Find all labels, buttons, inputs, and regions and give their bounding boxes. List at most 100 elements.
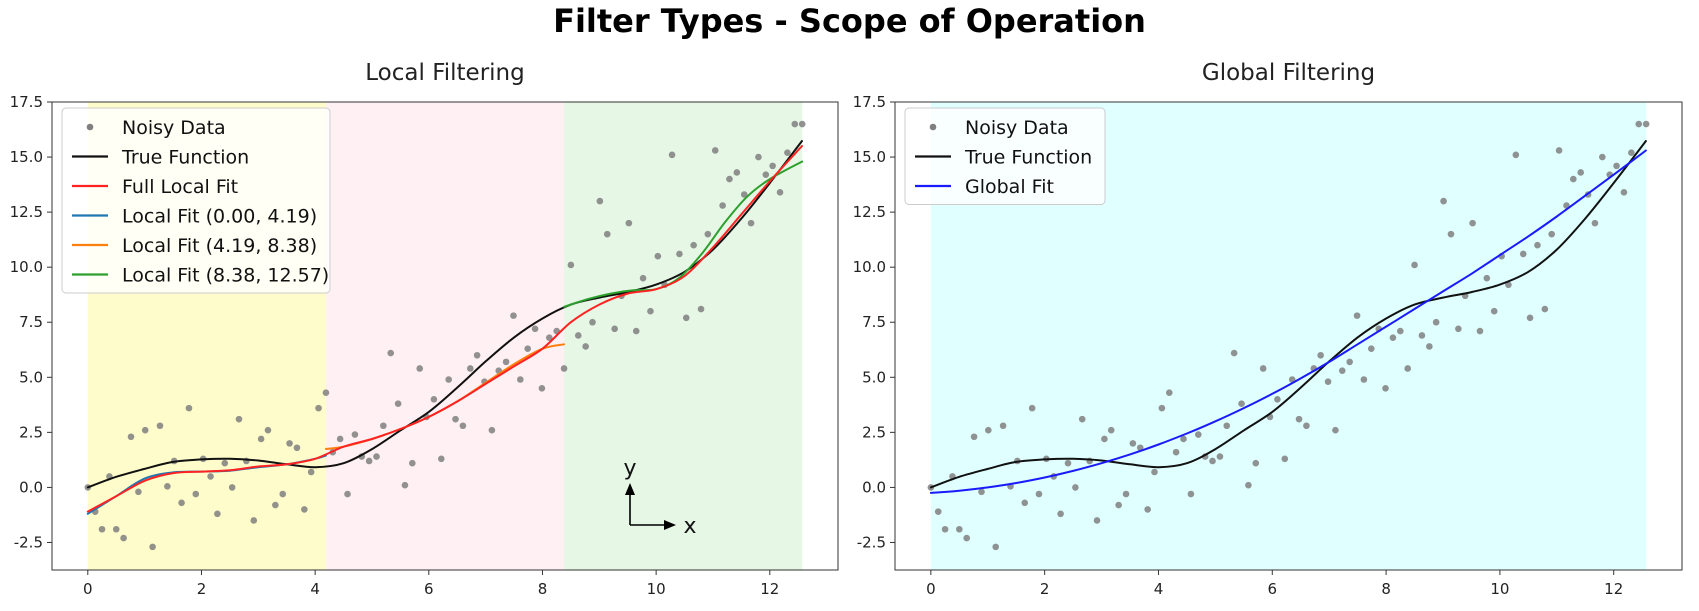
noisy-point [1440, 197, 1447, 205]
panel-global: 0 2 4 6 8 10 12 -2.5 0.0 2.5 5.0 7.5 10.0 12.5 15.0 17.… [853, 60, 1683, 598]
noisy-point [1151, 468, 1158, 476]
noisy-point [524, 345, 531, 352]
noisy-point [112, 525, 120, 533]
x-tick-label: 2 [1040, 580, 1050, 598]
noisy-point [250, 517, 258, 524]
x-tick-label: 4 [310, 580, 320, 598]
noisy-point [567, 261, 575, 269]
region-band [325, 102, 565, 570]
noisy-point [315, 404, 322, 412]
noisy-point [1295, 415, 1303, 423]
y-tick-label: 2.5 [19, 423, 43, 441]
noisy-point [697, 305, 705, 313]
series-lines [929, 140, 1647, 494]
noisy-point [1122, 490, 1130, 498]
legend-label: Local Fit (8.38, 12.57) [122, 265, 329, 287]
noisy-point [755, 153, 762, 161]
noisy-point [373, 453, 380, 460]
noisy-point [1613, 162, 1620, 170]
noisy-point [394, 400, 402, 408]
noisy-point [272, 501, 279, 509]
noisy-point [1591, 219, 1599, 227]
noisy-point [430, 396, 438, 403]
noisy-point [1620, 188, 1628, 196]
legend-label: Local Fit (4.19, 8.38) [122, 235, 317, 257]
noisy-point [531, 325, 539, 333]
noisy-point [517, 376, 524, 383]
noisy-point [1519, 250, 1527, 258]
noisy-point [545, 334, 553, 341]
noisy-point [776, 188, 784, 196]
noisy-point [149, 543, 156, 551]
noisy-point [956, 525, 963, 533]
noisy-point [322, 389, 330, 397]
noisy-point [1382, 385, 1389, 392]
noisy-point [1274, 396, 1281, 403]
noisy-point [156, 422, 164, 430]
series-line-full-local-fit [86, 145, 803, 513]
x-tick-label: 4 [1154, 580, 1164, 598]
noisy-point [365, 457, 373, 465]
noisy-point [1555, 147, 1563, 154]
noisy-point [286, 440, 293, 447]
noisy-point [769, 162, 776, 170]
noisy-point [711, 147, 719, 154]
y-tick-label: 17.5 [853, 93, 886, 111]
noisy-point [963, 534, 971, 542]
noisy-point [1360, 376, 1368, 383]
noisy-point [221, 459, 229, 467]
panel-title: Local Filtering [365, 60, 524, 86]
noisy-point [676, 250, 683, 258]
noisy-point [307, 468, 315, 476]
noisy-point [740, 191, 748, 198]
noisy-point [639, 274, 647, 282]
legend-label: True Function [964, 147, 1092, 169]
x-tick-label: 6 [424, 580, 434, 598]
noisy-point [582, 343, 589, 350]
x-tick-label: 10 [1490, 580, 1509, 598]
panel-title: Global Filtering [1202, 60, 1375, 86]
noisy-point [1447, 230, 1455, 238]
noisy-point [560, 365, 568, 372]
legend-label: Noisy Data [122, 117, 226, 139]
noisy-point [682, 314, 690, 322]
noisy-point [1353, 312, 1361, 319]
legend-label: Noisy Data [965, 117, 1069, 139]
noisy-point [798, 120, 806, 128]
noisy-point [1628, 149, 1635, 156]
noisy-point [719, 202, 726, 209]
noisy-point [214, 510, 221, 518]
noisy-point [178, 499, 185, 507]
noisy-point [1397, 327, 1404, 335]
noisy-point [1432, 318, 1440, 326]
y-tick-label: -2.5 [14, 533, 43, 551]
legend-box [61, 107, 331, 294]
noisy-point [438, 455, 445, 463]
noisy-point [654, 252, 662, 260]
noisy-point [1021, 499, 1029, 507]
noisy-point [1216, 453, 1224, 460]
noisy-point [1476, 327, 1484, 335]
noisy-point [1469, 219, 1476, 227]
noisy-point [978, 488, 985, 496]
noisy-point [98, 525, 106, 533]
y-tick-label: 15.0 [10, 148, 43, 166]
noisy-point [445, 376, 452, 383]
noisy-point [1418, 332, 1426, 339]
figure-title: Filter Types - Scope of Operation [553, 2, 1146, 40]
noisy-point [401, 481, 409, 489]
noisy-point [1317, 351, 1324, 359]
noisy-point [726, 175, 733, 183]
noisy-point [1252, 459, 1260, 467]
noisy-point [380, 422, 387, 430]
noisy-point [934, 508, 942, 515]
noisy-point [293, 444, 301, 452]
noisy-point [351, 431, 359, 438]
noisy-point [452, 415, 459, 423]
y-tick-label: 5.0 [862, 368, 886, 386]
noisy-point [1570, 175, 1577, 183]
noisy-point [1028, 404, 1036, 412]
noisy-point [1165, 389, 1173, 397]
panel-local: 0 2 4 6 8 10 12 -2.5 0.0 2.5 5.0 7.5 10.0 12.5 15.0 17.… [10, 60, 839, 598]
